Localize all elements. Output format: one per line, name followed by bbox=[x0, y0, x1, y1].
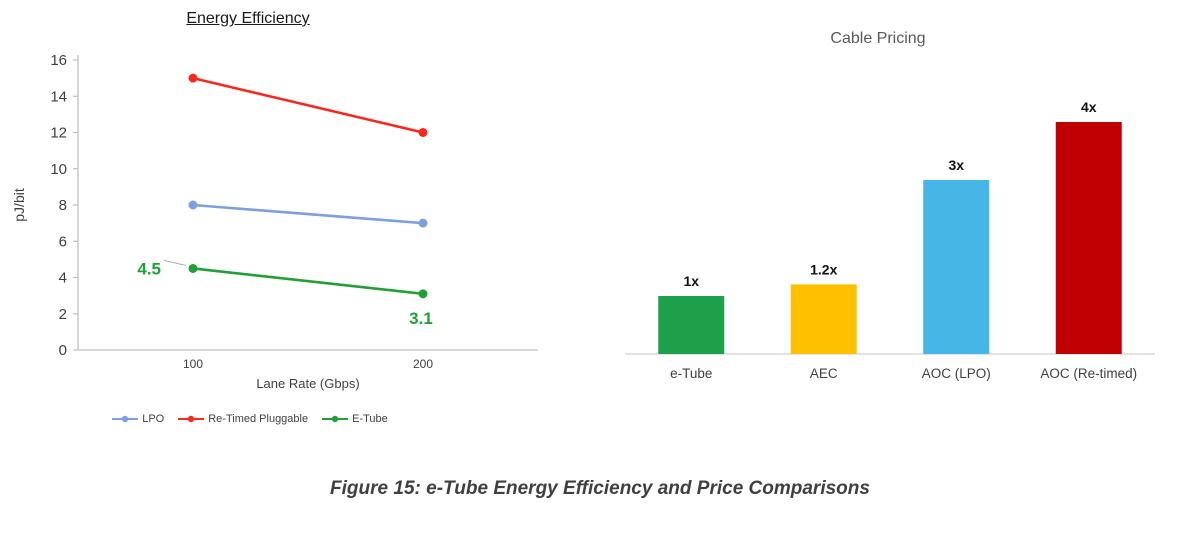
energy-efficiency-chart: Energy Efficiency 0 2 4 6 8 10 12 14 16 100 200 Lan… bbox=[8, 8, 548, 425]
y-tick-label: 12 bbox=[50, 125, 67, 142]
y-tick-label: 6 bbox=[59, 233, 67, 250]
legend-item-e-tube: E-Tube bbox=[322, 413, 388, 425]
series-line-lpo bbox=[191, 203, 425, 225]
bar-value-label: 3x bbox=[948, 157, 964, 173]
bar-category-label: AOC (Re-timed) bbox=[1040, 366, 1137, 381]
bar-category-label: e-Tube bbox=[670, 366, 712, 381]
bar-chart-title: Cable Pricing bbox=[830, 30, 926, 47]
y-tick-label: 8 bbox=[59, 197, 67, 214]
annotation-leader bbox=[163, 259, 187, 266]
figure-caption: Figure 15: e-Tube Energy Efficiency and … bbox=[330, 478, 870, 499]
line-chart-plot: 0 2 4 6 8 10 12 14 16 100 200 Lane Rate (Gbps) pJ/bi… bbox=[11, 52, 538, 391]
legend-item-lpo: LPO bbox=[112, 413, 164, 425]
x-tick-label: 200 bbox=[413, 357, 433, 371]
bar-category-label: AEC bbox=[810, 366, 838, 381]
x-axis-title: Lane Rate (Gbps) bbox=[256, 376, 359, 391]
x-tick-label: 100 bbox=[183, 357, 203, 371]
series-line-e-tube bbox=[191, 267, 425, 296]
data-label: 4.5 bbox=[137, 259, 161, 278]
y-tick-label: 0 bbox=[59, 342, 67, 359]
bar-value-label: 1.2x bbox=[810, 261, 837, 277]
y-tick-label: 10 bbox=[50, 161, 67, 178]
legend-item-re-timed-pluggable: Re-Timed Pluggable bbox=[178, 413, 308, 425]
bar-aoc-re-timed bbox=[1055, 122, 1122, 354]
y-tick-label: 14 bbox=[50, 88, 67, 105]
legend-label: Re-Timed Pluggable bbox=[208, 413, 309, 425]
data-point-lpo bbox=[418, 218, 428, 228]
legend-marker-icon bbox=[322, 415, 349, 423]
cable-pricing-chart: Cable Pricing 1x e-Tube 1.2x AEC 3x AOC (LPO)… bbox=[610, 28, 1170, 409]
data-point-e-tube bbox=[188, 263, 198, 273]
data-point-e-tube bbox=[418, 289, 428, 299]
bar-aoc-lpo bbox=[923, 180, 990, 354]
bar-aec bbox=[790, 284, 857, 354]
line-chart-legend: LPO Re-Timed Pluggable E-Tube bbox=[8, 413, 492, 425]
legend-label: LPO bbox=[142, 413, 165, 425]
data-label: 3.1 bbox=[409, 309, 433, 328]
bar-value-label: 1x bbox=[683, 273, 699, 289]
data-point-re-timed-pluggable bbox=[418, 128, 428, 137]
data-point-lpo bbox=[188, 200, 198, 210]
y-axis-title: pJ/bit bbox=[11, 188, 27, 222]
legend-marker-icon bbox=[112, 415, 139, 423]
y-tick-label: 4 bbox=[59, 270, 67, 287]
y-tick-label: 2 bbox=[59, 306, 67, 323]
line-chart-title: Energy Efficiency bbox=[186, 10, 310, 27]
data-point-re-timed-pluggable bbox=[188, 73, 198, 83]
legend-marker-icon bbox=[178, 415, 205, 423]
bar-value-label: 4x bbox=[1081, 99, 1097, 115]
legend-label: E-Tube bbox=[352, 413, 388, 425]
y-tick-label: 16 bbox=[50, 52, 67, 69]
series-line-re-timed-pluggable bbox=[191, 76, 425, 134]
bar-chart-plot: 1x e-Tube 1.2x AEC 3x AOC (LPO) 4x AOC (Re-time… bbox=[625, 99, 1155, 381]
bar-e-tube bbox=[658, 296, 725, 354]
bar-category-label: AOC (LPO) bbox=[922, 366, 991, 381]
